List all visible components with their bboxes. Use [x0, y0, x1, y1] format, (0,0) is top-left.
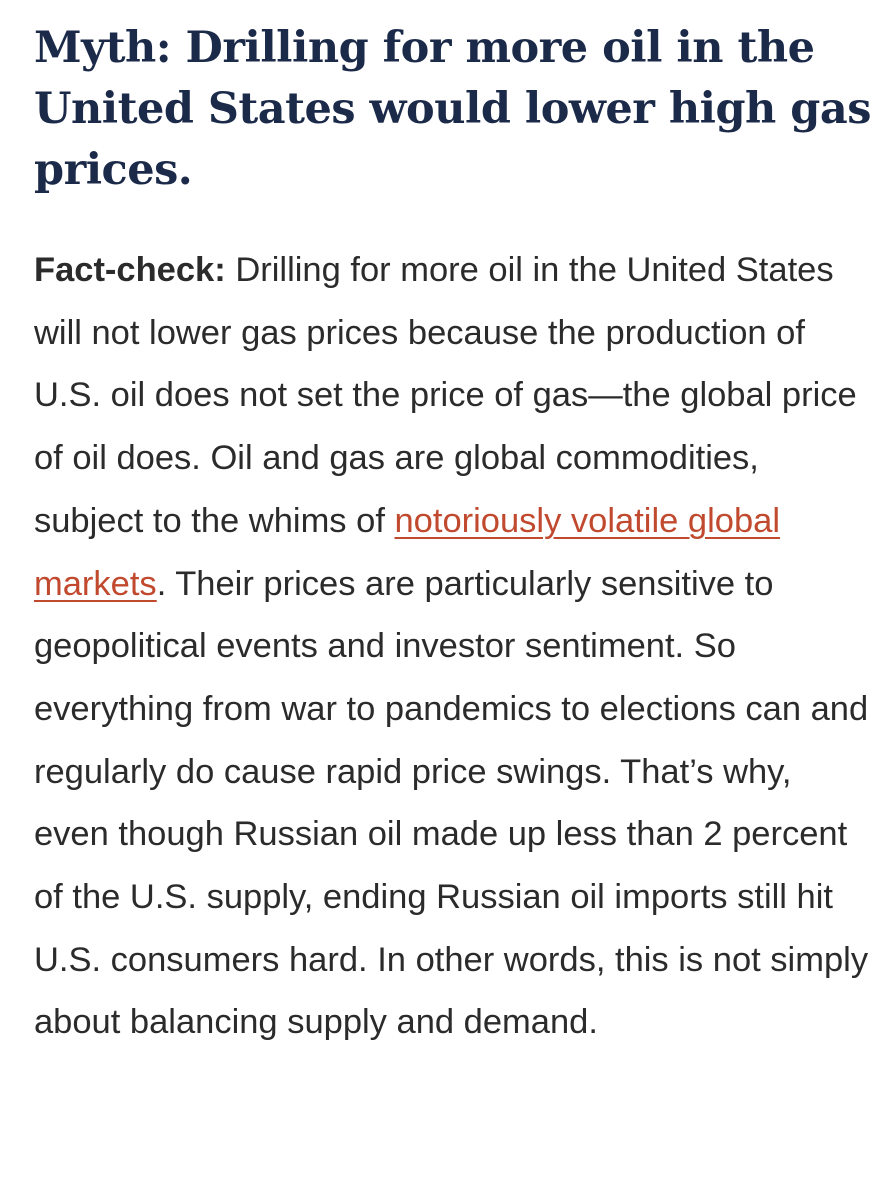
- article-headline: Myth: Drilling for more oil in the Unite…: [34, 23, 871, 195]
- fact-check-label: Fact-check:: [34, 251, 226, 289]
- fact-check-paragraph: Fact-check: Drilling for more oil in the…: [34, 239, 874, 1054]
- fact-check-text-after-link: . Their prices are particularly sensitiv…: [34, 564, 869, 1042]
- fact-check-text-before-link: Drilling for more oil in the United Stat…: [34, 251, 857, 540]
- article: Myth: Drilling for more oil in the Unite…: [34, 18, 874, 1054]
- volatile-markets-link[interactable]: notoriously volatile global markets: [34, 501, 780, 603]
